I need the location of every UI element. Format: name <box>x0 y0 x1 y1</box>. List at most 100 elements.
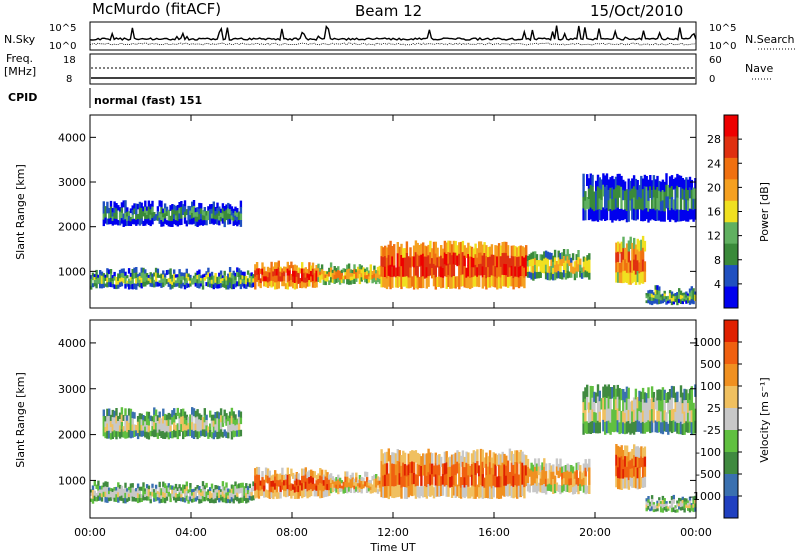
echo-cell <box>165 493 169 498</box>
echo-cell <box>187 496 190 501</box>
echo-cell <box>557 470 560 479</box>
echo-cell <box>571 487 575 495</box>
echo-cell <box>663 420 666 432</box>
echo-cell <box>239 411 243 418</box>
echo-cell <box>219 283 223 288</box>
echo-cell <box>109 206 113 213</box>
echo-cell <box>472 474 475 487</box>
echo-cell <box>147 280 151 285</box>
echo-cell <box>470 267 474 278</box>
echo-cell <box>580 267 584 274</box>
echo-cell <box>115 494 118 499</box>
echo-cell <box>100 497 104 502</box>
echo-cell <box>124 219 127 227</box>
echo-cell <box>140 207 143 214</box>
echo-cell <box>180 206 183 214</box>
echo-cell <box>627 240 631 252</box>
echo-cell <box>625 211 629 223</box>
echo-cell <box>452 276 456 289</box>
echo-cell <box>100 283 104 289</box>
echo-cell <box>641 210 645 222</box>
echo-cell <box>387 265 390 277</box>
echo-cell <box>102 276 105 281</box>
echo-cell <box>400 487 403 499</box>
echo-cell <box>618 399 621 412</box>
echo-cell <box>447 486 450 497</box>
echo-cell <box>474 486 477 499</box>
echo-cell <box>497 453 501 466</box>
echo-cell <box>295 276 298 283</box>
echo-cell <box>617 478 620 490</box>
echo-cell <box>124 482 127 489</box>
echo-cell <box>205 211 208 216</box>
echo-cell <box>255 262 259 269</box>
echo-cell <box>221 496 225 503</box>
echo-cell <box>180 497 183 502</box>
echo-cell <box>333 266 336 271</box>
echo-cell <box>609 198 612 210</box>
colorbar-tick-label: -100 <box>696 446 721 459</box>
nsearch-trace <box>89 42 697 46</box>
echo-cell <box>153 498 156 502</box>
echo-cell <box>124 497 127 504</box>
echo-cell <box>142 272 145 278</box>
echo-cell <box>425 464 428 477</box>
echo-cell <box>659 201 663 212</box>
echo-cell <box>382 267 385 278</box>
echo-cell <box>579 264 582 272</box>
echo-cell <box>431 258 434 269</box>
echo-cell <box>344 476 347 483</box>
echo-cell <box>517 277 521 289</box>
echo-cell <box>344 272 347 276</box>
echo-cell <box>292 270 295 277</box>
echo-cell <box>180 280 183 285</box>
echo-cell <box>369 483 372 488</box>
echo-cell <box>656 289 659 295</box>
echo-cell <box>422 265 425 277</box>
echo-cell <box>315 276 318 282</box>
echo-cell <box>246 270 250 275</box>
echo-cell <box>564 471 568 479</box>
echo-cell <box>499 266 503 278</box>
echo-cell <box>561 259 564 267</box>
echo-cell <box>205 274 208 279</box>
echo-cell <box>483 457 486 468</box>
echo-cell <box>142 220 145 226</box>
echo-cell <box>355 272 358 276</box>
echo-cell <box>634 420 638 432</box>
echo-cell <box>559 458 562 468</box>
echo-cell <box>367 485 371 489</box>
echo-cell <box>250 279 253 284</box>
echo-cell <box>113 490 116 495</box>
echo-cell <box>625 386 629 399</box>
echo-cell <box>472 267 475 278</box>
echo-cell <box>353 273 356 280</box>
echo-cell <box>136 497 140 504</box>
echo-cell <box>517 256 521 268</box>
echo-cell <box>149 415 152 422</box>
echo-cell <box>304 488 307 497</box>
echo-cell <box>394 486 398 498</box>
echo-cell <box>656 503 659 507</box>
echo-cell <box>180 490 183 495</box>
echo-cell <box>582 208 585 221</box>
echo-cell <box>537 271 540 279</box>
echo-cell <box>687 502 690 506</box>
echo-cell <box>117 421 120 427</box>
echo-cell <box>367 488 371 492</box>
echo-cell <box>687 293 690 297</box>
echo-cell <box>191 422 194 431</box>
echo-cell <box>633 476 636 488</box>
echo-cell <box>279 266 282 272</box>
echo-cell <box>315 490 318 497</box>
echo-cell <box>227 415 230 422</box>
echo-cell <box>582 423 585 435</box>
echo-cell <box>120 202 124 208</box>
echo-cell <box>290 261 293 269</box>
echo-cell <box>297 272 300 279</box>
echo-cell <box>218 486 221 491</box>
x-tick-label: 12:00 <box>377 526 409 539</box>
echo-cell <box>250 276 253 281</box>
echo-cell <box>304 481 307 490</box>
echo-cell <box>640 250 643 262</box>
